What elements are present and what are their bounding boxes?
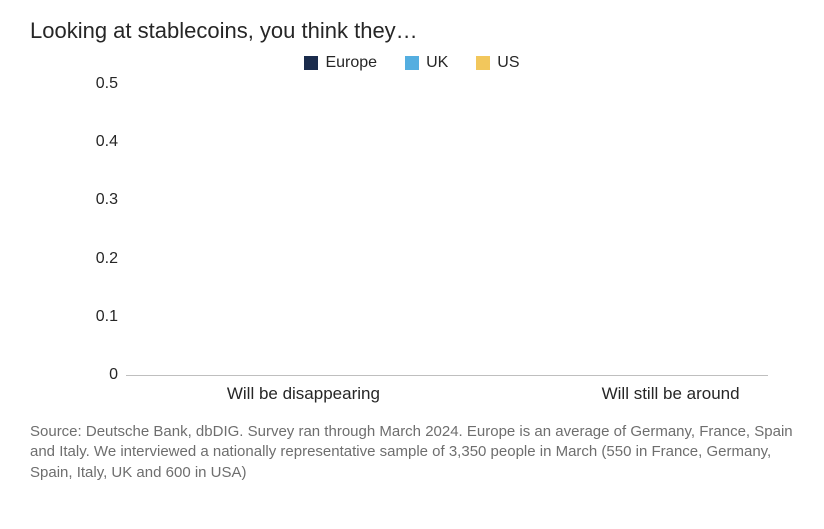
plot-area: 0 0.1 0.2 0.3 0.4 0.5 bbox=[126, 84, 768, 376]
legend-swatch-uk bbox=[405, 56, 419, 70]
ytick-0-5: 0.5 bbox=[78, 75, 118, 93]
ytick-0-4: 0.4 bbox=[78, 133, 118, 151]
chart-area: 0 0.1 0.2 0.3 0.4 0.5 Will be disappeari… bbox=[52, 76, 772, 416]
legend-item-europe: Europe bbox=[304, 54, 377, 72]
ytick-0: 0 bbox=[78, 366, 118, 384]
source-footnote: Source: Deutsche Bank, dbDIG. Survey ran… bbox=[28, 422, 796, 483]
xlabel-disappearing: Will be disappearing bbox=[212, 384, 394, 404]
legend-item-uk: UK bbox=[405, 54, 448, 72]
ytick-0-2: 0.2 bbox=[78, 250, 118, 268]
legend-swatch-us bbox=[476, 56, 490, 70]
legend: Europe UK US bbox=[28, 54, 796, 72]
ytick-0-3: 0.3 bbox=[78, 191, 118, 209]
legend-item-us: US bbox=[476, 54, 519, 72]
chart-title: Looking at stablecoins, you think they… bbox=[30, 18, 796, 44]
legend-label-us: US bbox=[497, 54, 519, 72]
chart-container: Looking at stablecoins, you think they… … bbox=[0, 0, 824, 529]
legend-label-europe: Europe bbox=[325, 54, 377, 72]
bars bbox=[126, 84, 768, 375]
xlabel-around: Will still be around bbox=[580, 384, 762, 404]
legend-swatch-europe bbox=[304, 56, 318, 70]
legend-label-uk: UK bbox=[426, 54, 448, 72]
ytick-0-1: 0.1 bbox=[78, 308, 118, 326]
